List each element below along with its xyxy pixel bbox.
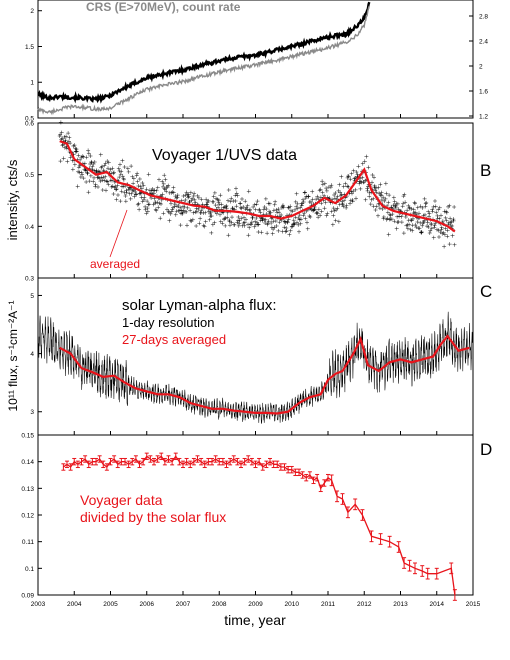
- panel-a-series-black: [37, 1, 371, 104]
- x-tick-label: 2004: [67, 601, 82, 608]
- panel-a-cosmic-ray-chart: 0.5 1 1.5 2 1.2 1.6 2 2.4 2.8: [25, 0, 488, 123]
- panel-a-y-tick-label: 1: [30, 80, 34, 87]
- panel-c-y-tick-label: 4: [30, 351, 34, 358]
- panel-d-ratio-line: [63, 455, 456, 596]
- panel-d-letter: D: [480, 440, 492, 459]
- x-tick-label: 2013: [393, 601, 408, 608]
- x-tick-label: 2015: [466, 601, 481, 608]
- panel-a-right-tick-label: 2: [479, 64, 483, 71]
- x-tick-label: 2011: [321, 601, 335, 608]
- panel-c-averaged-line: [59, 334, 470, 415]
- x-tick-label: 2009: [248, 601, 263, 608]
- panel-b-y-axis-label: intensity, cts/s: [5, 159, 20, 240]
- panel-d-y-tick-label: 0.13: [21, 486, 34, 493]
- panel-d-annotation-line-2: divided by the solar flux: [80, 509, 226, 525]
- panel-a-series-gray: [37, 5, 370, 116]
- panel-a-title: CRS (E>70MeV), count rate: [86, 0, 241, 14]
- panel-b-annotation-pointer: [109, 209, 128, 258]
- panel-b-y-tick-label: 0.4: [25, 224, 34, 231]
- x-tick-label: 2014: [430, 601, 445, 608]
- panel-a-right-tick-label: 1.6: [479, 89, 488, 96]
- panel-c-daily-line: [37, 311, 474, 424]
- x-tick-label: 2006: [140, 601, 155, 608]
- panel-a-right-tick-label: 2.4: [479, 39, 488, 46]
- panel-b-title: Voyager 1/UVS data: [152, 147, 297, 164]
- x-tick-label: 2005: [103, 601, 118, 608]
- panel-c-letter: C: [480, 282, 492, 301]
- panel-c-legend-averaged: 27-days averaged: [122, 332, 226, 347]
- panel-a-right-tick-label: 1.2: [479, 114, 488, 121]
- panel-d-y-tick-label: 0.09: [21, 593, 34, 600]
- panel-a-right-tick-label: 2.8: [479, 14, 488, 21]
- panel-d-ratio-chart: 0.09 0.1 0.11 0.12 0.13 0.14 0.15: [21, 433, 474, 601]
- panel-c-legend-daily: 1-day resolution: [122, 315, 215, 330]
- panel-b-letter: B: [480, 161, 491, 180]
- panel-b-y-tick-label: 0.6: [25, 121, 34, 128]
- x-tick-label: 2003: [31, 601, 46, 608]
- panel-b-y-tick-label: 0.5: [25, 172, 34, 179]
- x-tick-label: 2012: [357, 601, 372, 608]
- panel-d-annotation-line-1: Voyager data: [80, 492, 163, 508]
- panel-b-averaged-line: [59, 140, 456, 233]
- panel-b-raw-points: [57, 120, 457, 249]
- panel-b-y-tick-label: 0.3: [25, 276, 34, 283]
- panel-a-y-tick-label: 0.5: [25, 116, 34, 123]
- panel-d-y-tick-label: 0.1: [25, 566, 34, 573]
- shared-x-axis: 2003 2004 2005 2006 2007 2008 2009 2010 2011 2012…: [31, 601, 481, 608]
- panel-c-title: solar Lyman-alpha flux:: [122, 297, 277, 314]
- panel-a-frame: [37, 0, 474, 119]
- panel-c-y-tick-label: 5: [30, 293, 34, 300]
- panel-a-y-tick-label: 2: [30, 8, 34, 15]
- panel-c-y-tick-label: 3: [30, 409, 34, 416]
- panel-d-y-tick-label: 0.15: [21, 433, 34, 440]
- panel-b-averaged-annotation: averaged: [90, 257, 140, 271]
- panel-c-y-axis-label: 10¹¹ flux, s⁻¹cm⁻²A⁻¹: [6, 300, 20, 411]
- panel-d-y-tick-label: 0.12: [21, 513, 34, 520]
- x-tick-label: 2007: [176, 601, 191, 608]
- panel-a-y-tick-label: 1.5: [25, 44, 34, 51]
- panel-d-y-tick-label: 0.11: [22, 539, 35, 546]
- x-tick-label: 2008: [212, 601, 227, 608]
- x-axis-label: time, year: [224, 612, 286, 628]
- panel-d-y-tick-label: 0.14: [21, 459, 34, 466]
- x-tick-label: 2010: [285, 601, 300, 608]
